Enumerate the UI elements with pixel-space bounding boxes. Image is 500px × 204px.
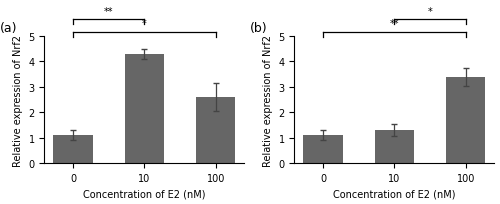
- Text: *: *: [428, 7, 432, 17]
- Text: **: **: [104, 7, 114, 17]
- Bar: [375, 130, 414, 163]
- Bar: [304, 135, 343, 163]
- Text: (b): (b): [250, 22, 268, 34]
- Bar: [125, 54, 164, 163]
- Text: **: **: [390, 19, 399, 29]
- X-axis label: Concentration of E2 (nM): Concentration of E2 (nM): [333, 188, 456, 198]
- Text: *: *: [142, 19, 147, 29]
- Bar: [54, 135, 92, 163]
- Text: (a): (a): [0, 22, 18, 34]
- Y-axis label: Relative expression of Nrf2: Relative expression of Nrf2: [263, 34, 273, 166]
- Bar: [446, 77, 486, 163]
- Bar: [196, 98, 235, 163]
- Y-axis label: Relative expression of Nrf2: Relative expression of Nrf2: [13, 34, 23, 166]
- X-axis label: Concentration of E2 (nM): Concentration of E2 (nM): [83, 188, 206, 198]
